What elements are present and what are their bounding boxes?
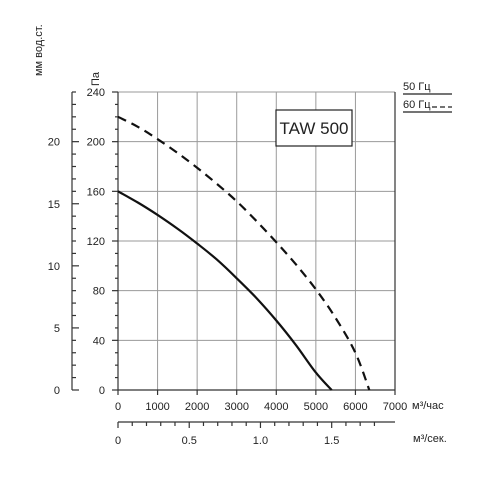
legend-label-50hz: 50 Гц bbox=[403, 81, 431, 93]
y-secondary-tick-label: 15 bbox=[48, 199, 60, 211]
x-secondary-tick-label: 1.0 bbox=[253, 435, 268, 447]
x-primary-tick-label: 6000 bbox=[343, 401, 367, 413]
series-line-60hz bbox=[117, 115, 371, 391]
y-secondary-tick-label: 20 bbox=[48, 137, 60, 149]
x-secondary-label: м³/сек. bbox=[413, 433, 447, 445]
y-primary-tick-label: 80 bbox=[93, 286, 105, 298]
x-secondary-tick-label: 0 bbox=[115, 435, 121, 447]
x-secondary-tick-label: 1.5 bbox=[324, 435, 339, 447]
y-secondary-label: мм вод.ст. bbox=[33, 24, 45, 76]
title-box bbox=[275, 109, 353, 147]
y-primary-label: Па bbox=[90, 71, 102, 86]
series bbox=[117, 115, 371, 391]
y-secondary-tick-label: 5 bbox=[54, 323, 60, 335]
grid bbox=[118, 91, 396, 390]
y-primary-tick-label: 240 bbox=[87, 87, 105, 99]
series-line-50hz bbox=[117, 190, 333, 391]
y-primary-tick-label: 200 bbox=[87, 137, 105, 149]
legend: 50 Гц 60 Гц bbox=[403, 81, 452, 113]
x-secondary-tick-label: 0.5 bbox=[182, 435, 197, 447]
x-primary-tick-label: 2000 bbox=[185, 401, 209, 413]
x-primary-tick-label: 3000 bbox=[224, 401, 248, 413]
y-primary-tick-label: 160 bbox=[87, 186, 105, 198]
x-primary-tick-label: 5000 bbox=[304, 401, 328, 413]
y-primary-tick-label: 120 bbox=[87, 236, 105, 248]
y-primary-tick-label: 40 bbox=[93, 335, 105, 347]
x-primary-tick-label: 7000 bbox=[383, 401, 407, 413]
x-primary-tick-label: 1000 bbox=[145, 401, 169, 413]
y-secondary-tick-label: 0 bbox=[54, 385, 60, 397]
chart-title: TAW 500 bbox=[280, 119, 349, 138]
y-primary-tick-label: 0 bbox=[99, 385, 105, 397]
y-secondary-tick-label: 10 bbox=[48, 261, 60, 273]
x-primary-tick-label: 4000 bbox=[264, 401, 288, 413]
legend-label-60hz: 60 Гц bbox=[403, 99, 431, 111]
x-primary-label: м³/час bbox=[412, 400, 444, 412]
x-primary-tick-label: 0 bbox=[115, 401, 121, 413]
